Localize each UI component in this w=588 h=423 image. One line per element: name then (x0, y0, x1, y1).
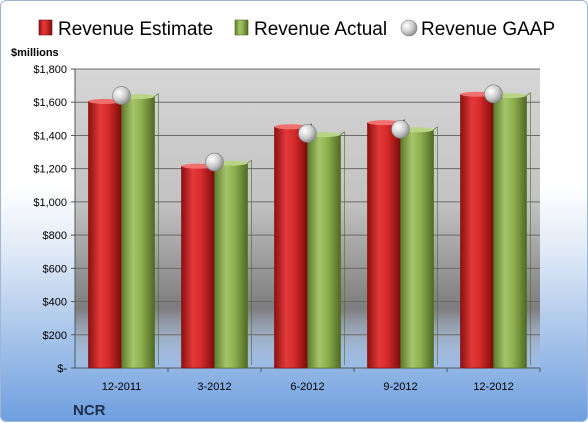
y-tick-label: $400 (43, 297, 67, 309)
x-tick-label: 12-2012 (473, 381, 513, 393)
bar-top (274, 124, 308, 130)
bar-body (274, 126, 308, 369)
ticker-label: NCR (73, 402, 106, 419)
legend-swatch (38, 19, 53, 36)
x-tick-label: 9-2012 (383, 381, 417, 393)
bar-body (121, 96, 155, 369)
bar-body (307, 134, 341, 369)
bar-actual (400, 126, 438, 369)
bar-estimate (460, 91, 498, 369)
bars (88, 84, 531, 369)
y-tick-label: $1,400 (33, 130, 67, 142)
gaap-marker (391, 119, 410, 139)
legend-label: Revenue Estimate (58, 19, 213, 40)
legend-swatch (400, 19, 418, 37)
bar-edge (340, 131, 345, 135)
y-tick-label: $600 (43, 263, 67, 275)
bar-actual (493, 92, 531, 369)
legend-label: Revenue Actual (254, 19, 387, 40)
bar-body (181, 165, 215, 369)
gaap-marker (484, 84, 503, 104)
bar-edge (526, 92, 531, 96)
legend-label: Revenue GAAP (421, 19, 555, 40)
bar-edge (247, 159, 252, 164)
bar-top (88, 98, 122, 104)
bar-body (214, 162, 248, 369)
gaap-marker (205, 152, 224, 172)
bar-body (460, 93, 494, 369)
x-tick-label: 12-2011 (102, 381, 142, 393)
bar-edge (154, 93, 159, 97)
bar-body (400, 129, 434, 369)
bar-actual (121, 93, 159, 369)
bar-body (88, 101, 122, 369)
bar-estimate (367, 119, 405, 369)
bar-estimate (181, 162, 219, 369)
gaap-marker (298, 124, 317, 143)
bar-edge (433, 126, 438, 131)
y-tick-label: $1,800 (33, 64, 67, 76)
y-tick-label: $- (57, 363, 67, 375)
bar-estimate (274, 123, 312, 369)
y-tick-label: $1,600 (33, 97, 67, 109)
bar-actual (307, 131, 345, 369)
y-tick-label: $800 (43, 230, 67, 242)
y-tick-label: $1,000 (33, 197, 67, 209)
legend: Revenue Estimate Revenue Actual Revenue GA… (38, 19, 555, 40)
legend-item: Revenue GAAP (400, 19, 555, 40)
legend-item: Revenue Estimate (38, 19, 213, 40)
gaap-marker (112, 86, 131, 105)
y-tick-label: $200 (43, 330, 67, 342)
bar-actual (214, 159, 252, 369)
bar-body (367, 122, 401, 369)
legend-swatch (234, 19, 249, 36)
bar-estimate (88, 98, 126, 369)
x-tick-label: 3-2012 (197, 381, 231, 393)
y-tick-label: $1,200 (33, 164, 67, 176)
x-tick-label: 6-2012 (290, 381, 324, 393)
y-axis-unit-label: $millions (11, 47, 59, 59)
bar-body (493, 95, 527, 369)
bar-top (367, 120, 401, 126)
legend-item: Revenue Actual (234, 19, 387, 40)
